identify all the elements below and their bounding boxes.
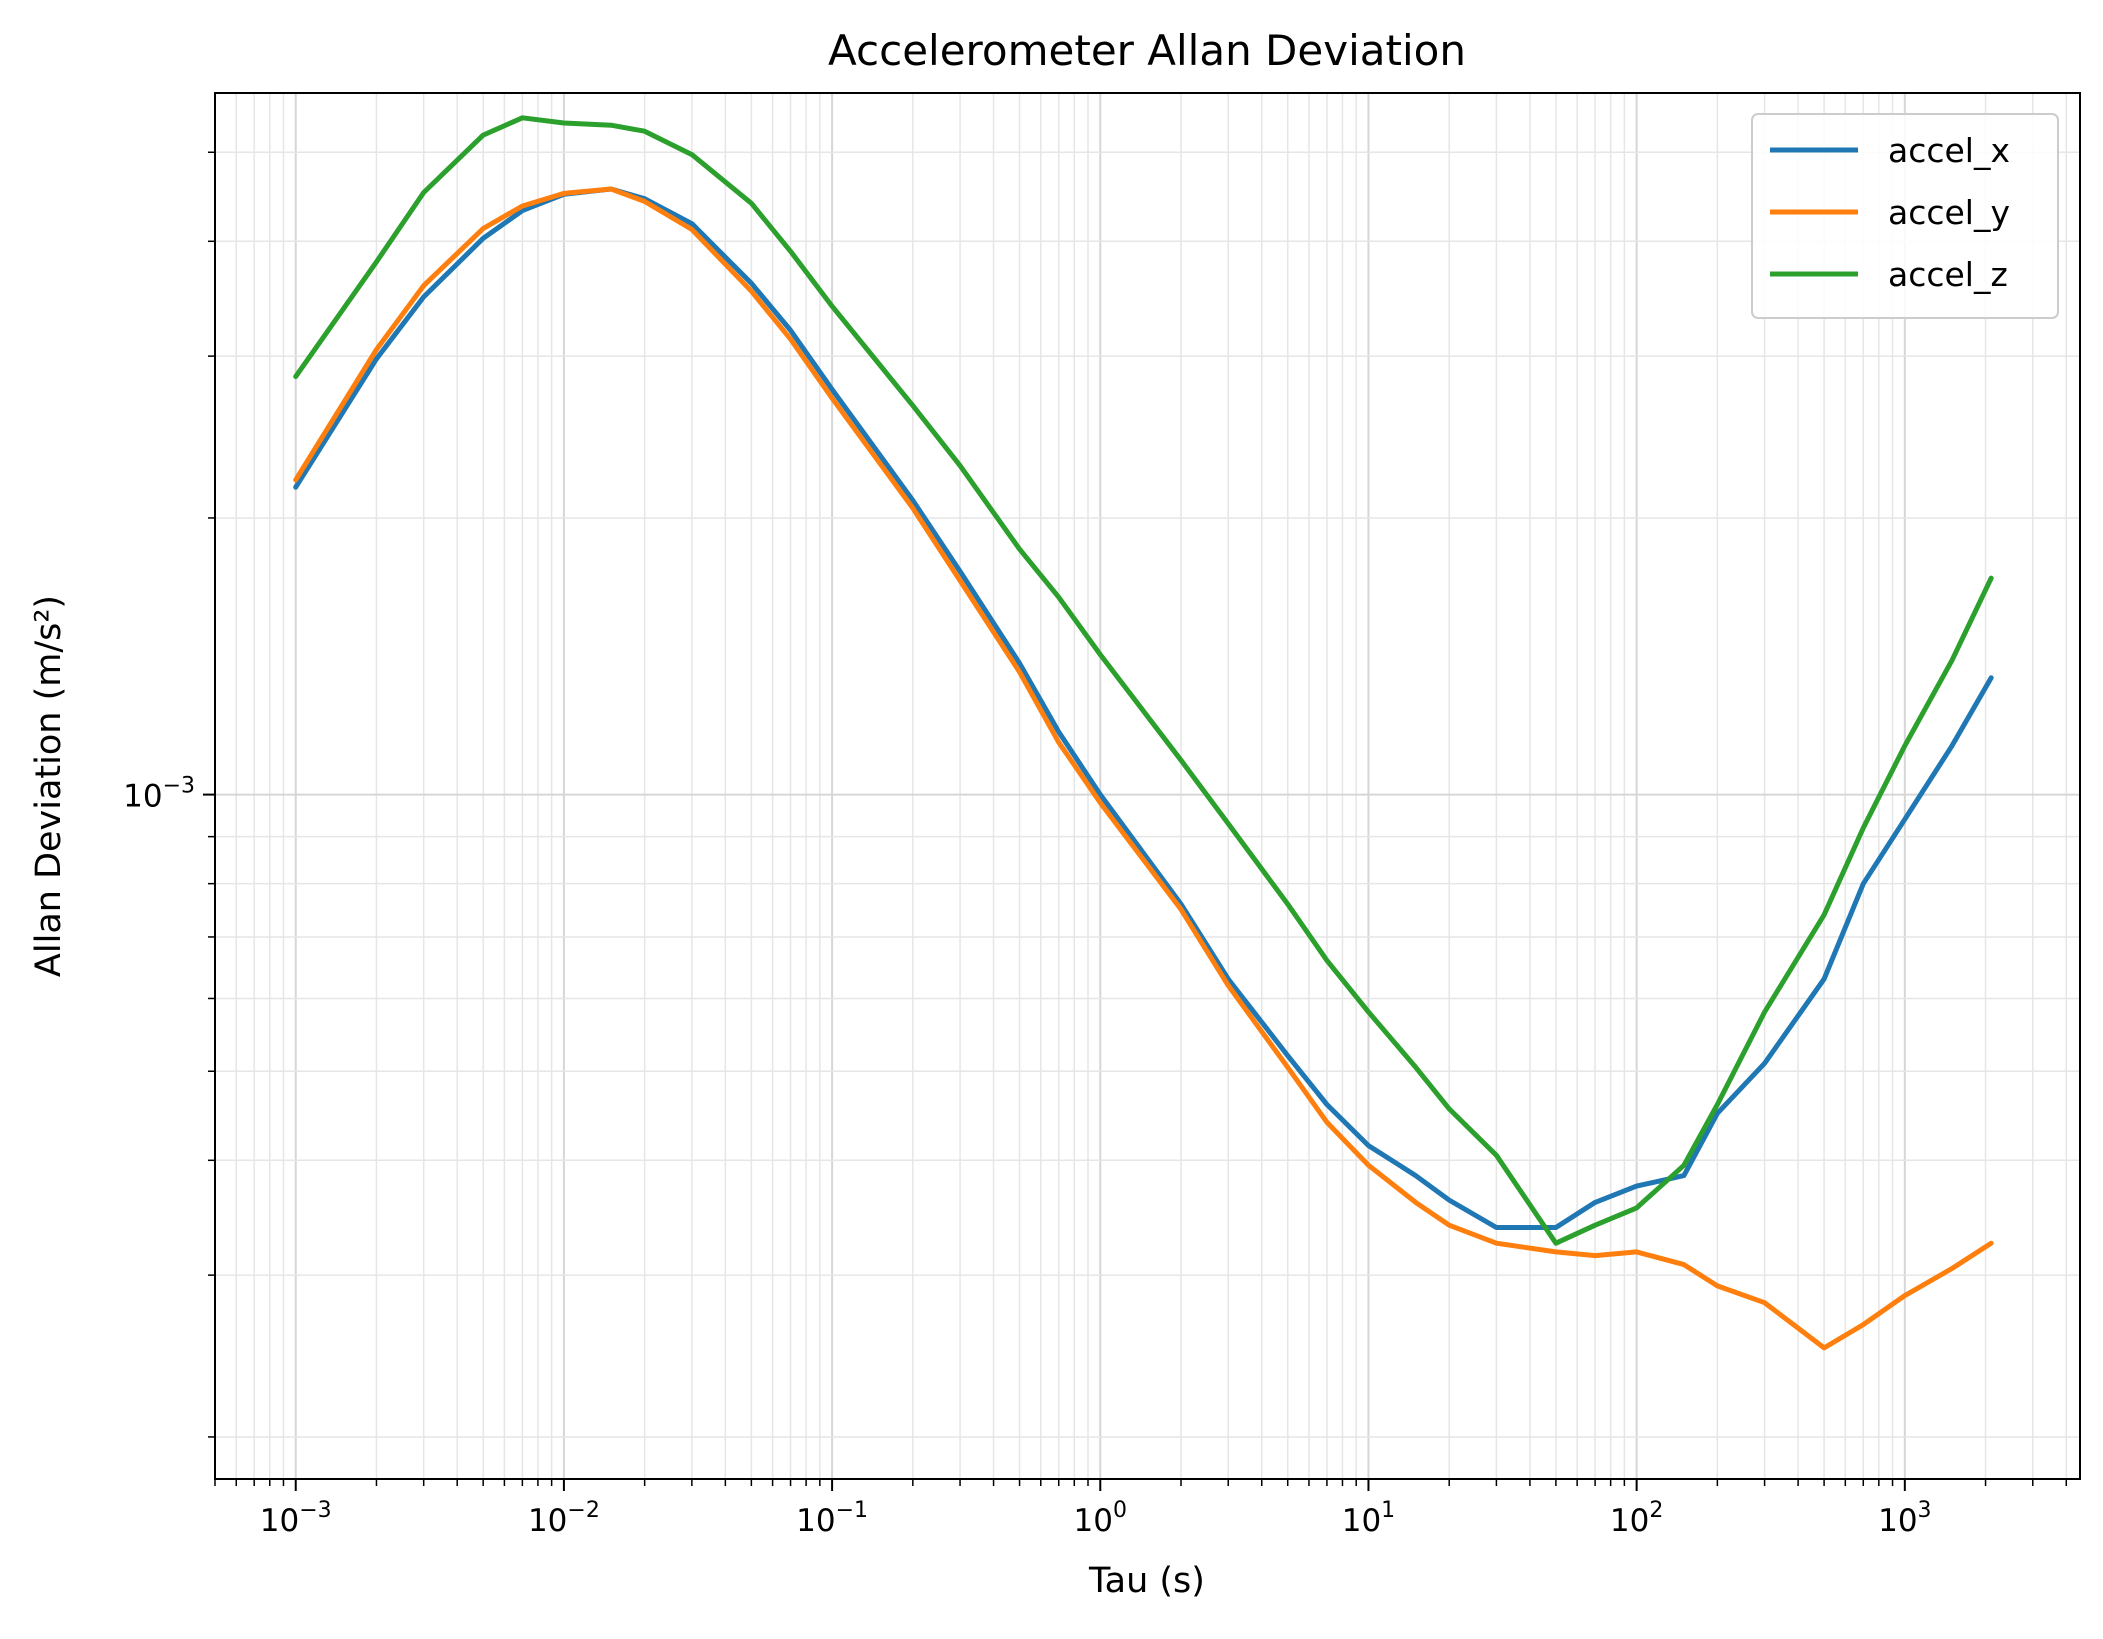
plot-lines [293,115,1994,1351]
plot-frame [214,92,2081,1480]
x-tick-label: 100 [1074,1498,1127,1539]
legend: accel_x accel_y accel_z [1751,113,2059,319]
legend-label: accel_z [1888,255,2008,294]
legend-label: accel_x [1888,131,2010,170]
series-line-accel-z [293,115,1994,1246]
x-tick-label: 103 [1878,1498,1931,1539]
x-tick-label: 10−1 [796,1498,868,1539]
x-axis-label: Tau (s) [1088,1561,1205,1601]
y-tick-label: 10−3 [123,774,195,815]
x-tick-label: 101 [1342,1498,1395,1539]
legend-label: accel_y [1888,193,2010,232]
y-axis-label: Allan Deviation (m/s²) [29,595,69,977]
x-tick-label: 10−2 [528,1498,600,1539]
x-tick-label: 102 [1610,1498,1663,1539]
grid [214,93,2080,1479]
series-line-accel-y [293,186,1994,1351]
x-tick-label: 10−3 [260,1498,332,1539]
axis-ticks: 10−3 10−2 10−1 100 101 102 103 10−3 [123,151,2068,1539]
legend-box [1751,113,2059,319]
chart-title: Accelerometer Allan Deviation [828,26,1466,75]
